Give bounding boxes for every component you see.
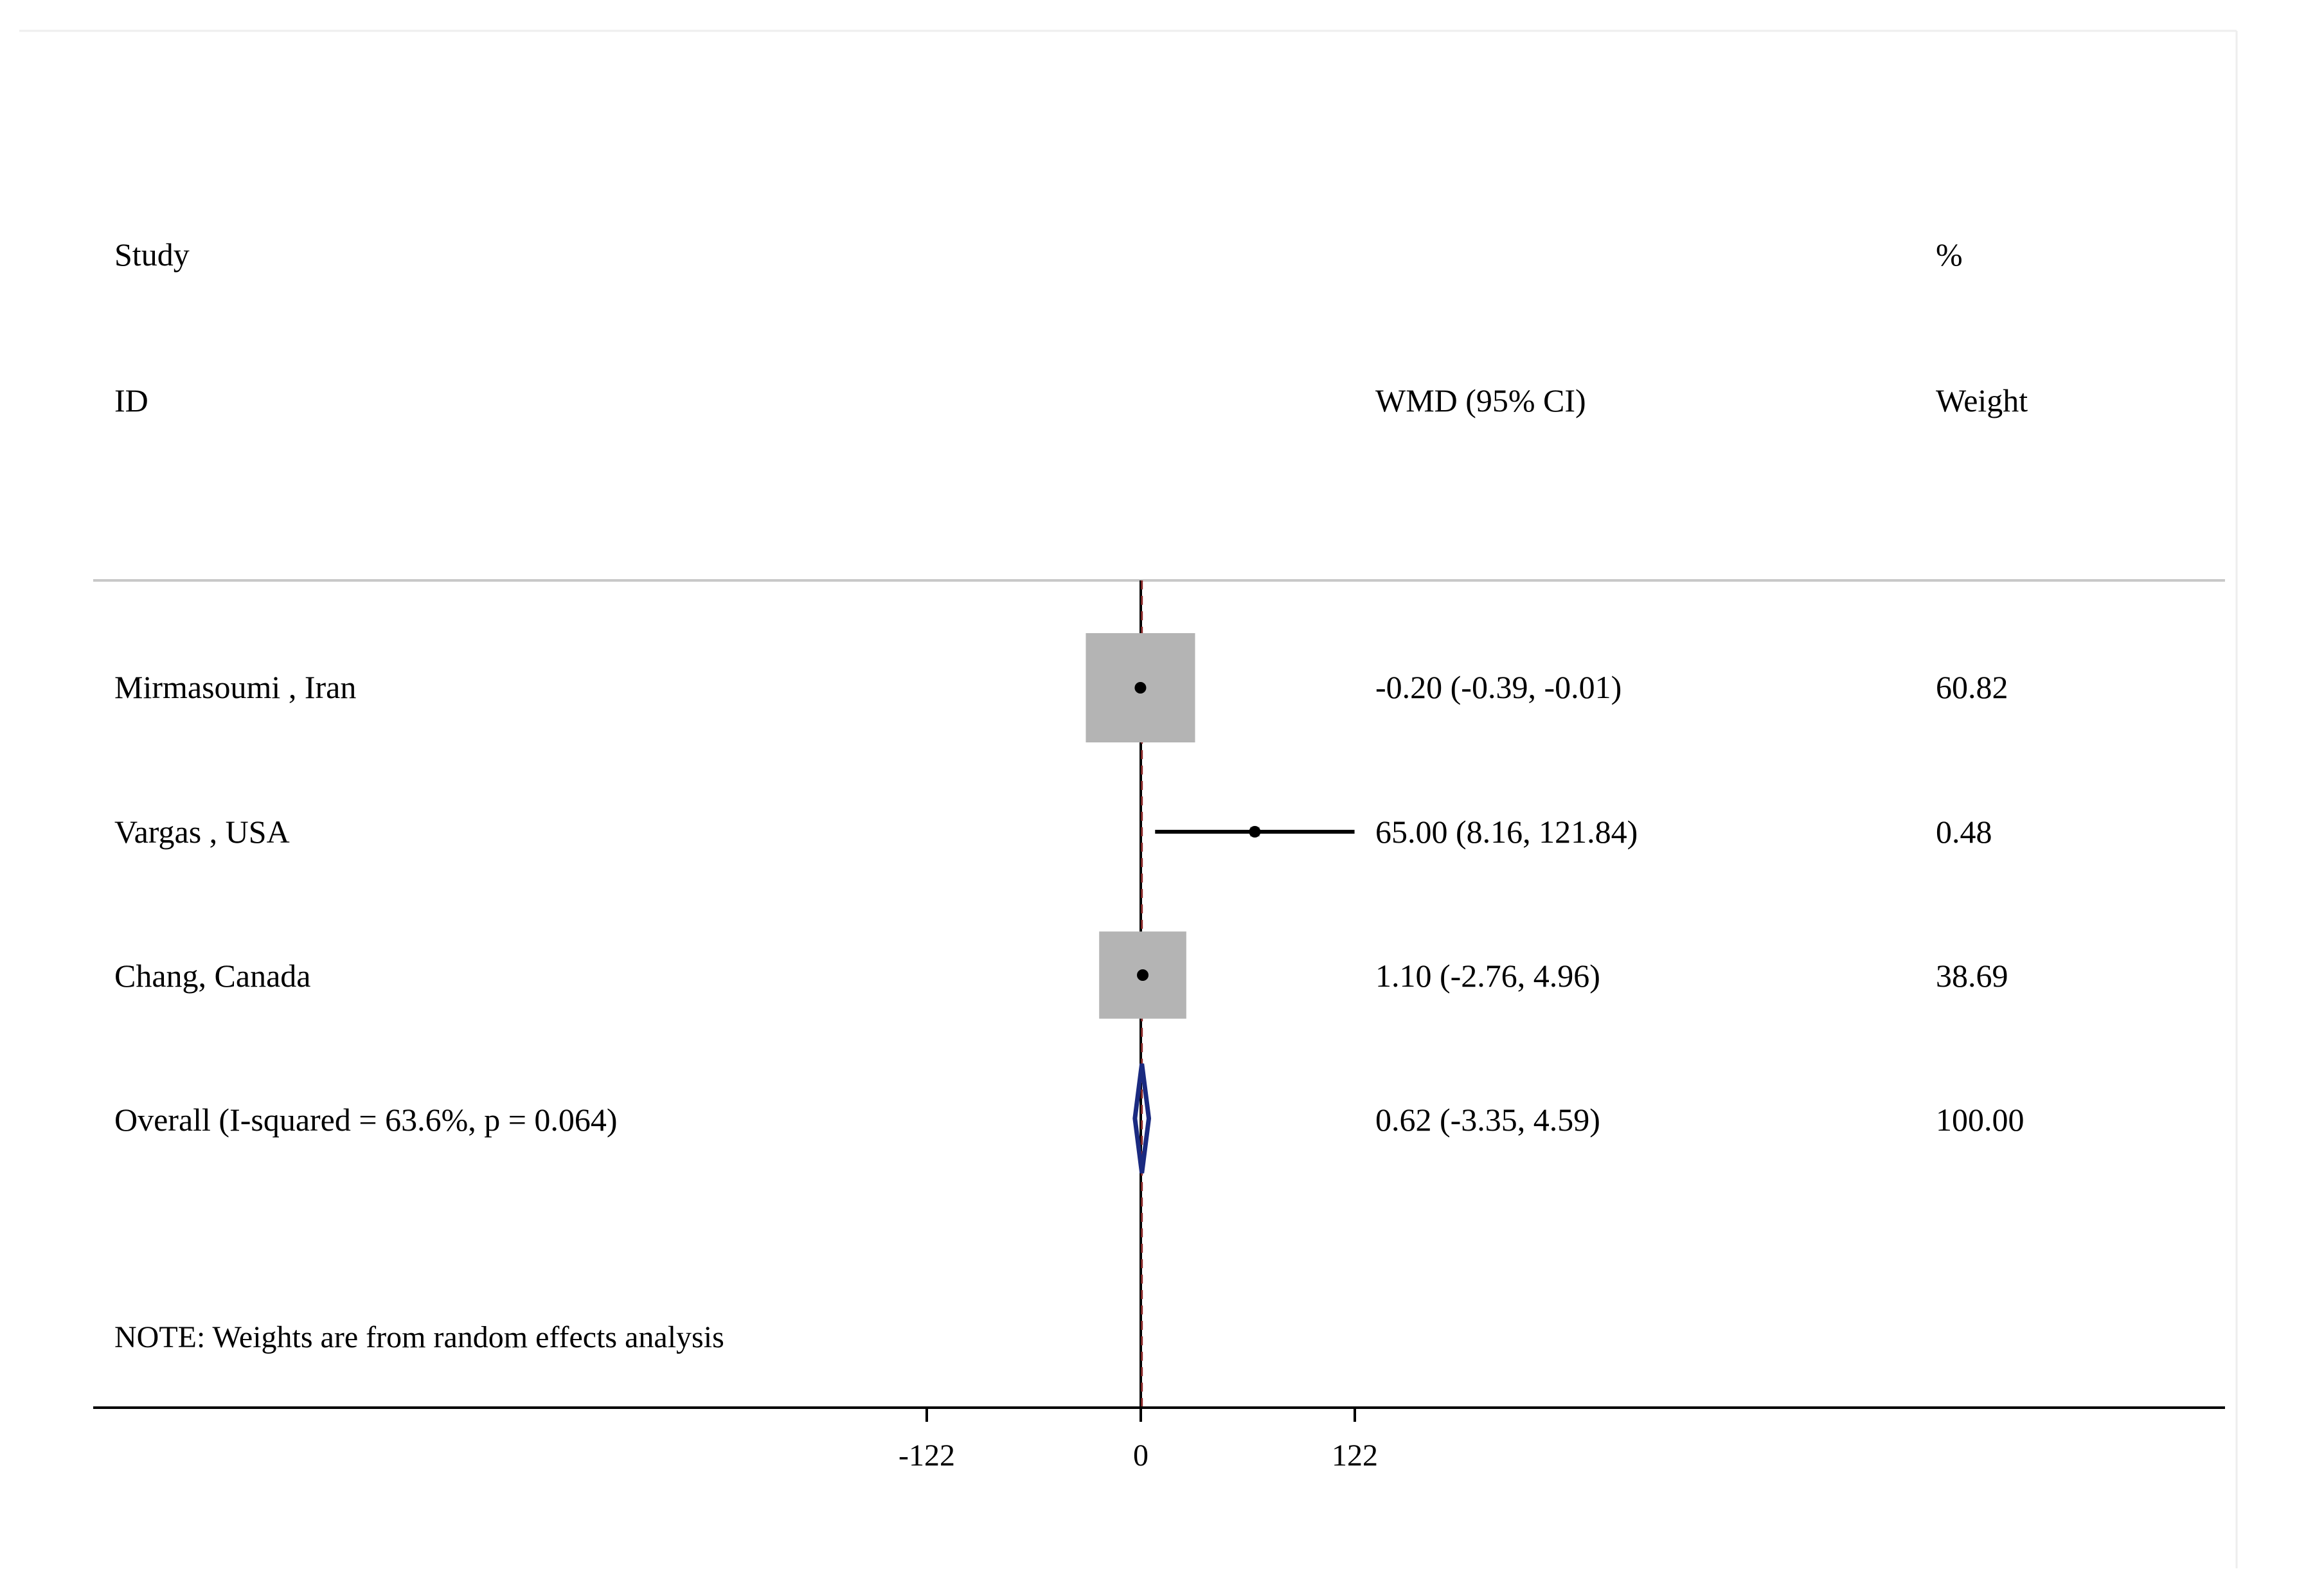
- overall-diamond: [1132, 1063, 1152, 1174]
- study-point-estimate: [1249, 826, 1261, 838]
- study-weight-text: 38.69: [1936, 958, 2008, 994]
- overall-label: Overall (I-squared = 63.6%, p = 0.064): [114, 1102, 618, 1138]
- overall-weight-text: 100.00: [1936, 1102, 2024, 1138]
- study-row: Mirmasoumi , Iran -0.20 (-0.39, -0.01) 6…: [114, 633, 2008, 742]
- study-point-estimate: [1137, 969, 1149, 981]
- header-percent-label: %: [1936, 237, 1963, 273]
- header-weight-label: Weight: [1936, 382, 2028, 418]
- header-study-label: Study: [114, 237, 190, 273]
- study-ci-text: 65.00 (8.16, 121.84): [1375, 814, 1638, 850]
- study-point-estimate: [1134, 682, 1147, 694]
- study-name: Vargas , USA: [114, 814, 290, 850]
- study-ci-text: 1.10 (-2.76, 4.96): [1375, 958, 1600, 994]
- study-weight-text: 60.82: [1936, 669, 2008, 705]
- header-effect-label: WMD (95% CI): [1375, 382, 1586, 418]
- overall-ci-text: 0.62 (-3.35, 4.59): [1375, 1102, 1600, 1138]
- study-ci-text: -0.20 (-0.39, -0.01): [1375, 669, 1622, 705]
- header-id-label: ID: [114, 382, 148, 418]
- x-tick-label: -122: [898, 1439, 955, 1473]
- study-name: Chang, Canada: [114, 958, 310, 994]
- x-tick-label: 0: [1133, 1439, 1148, 1473]
- overall-row: Overall (I-squared = 63.6%, p = 0.064) 0…: [114, 1063, 2024, 1174]
- study-weight-text: 0.48: [1936, 814, 1992, 850]
- footnote: NOTE: Weights are from random effects an…: [114, 1320, 724, 1354]
- study-name: Mirmasoumi , Iran: [114, 669, 356, 705]
- x-tick-label: 122: [1332, 1439, 1378, 1473]
- x-axis-ticks: -122 0 122: [898, 1408, 1378, 1473]
- study-row: Chang, Canada 1.10 (-2.76, 4.96) 38.69: [114, 931, 2008, 1019]
- study-row: Vargas , USA 65.00 (8.16, 121.84) 0.48: [114, 814, 1992, 850]
